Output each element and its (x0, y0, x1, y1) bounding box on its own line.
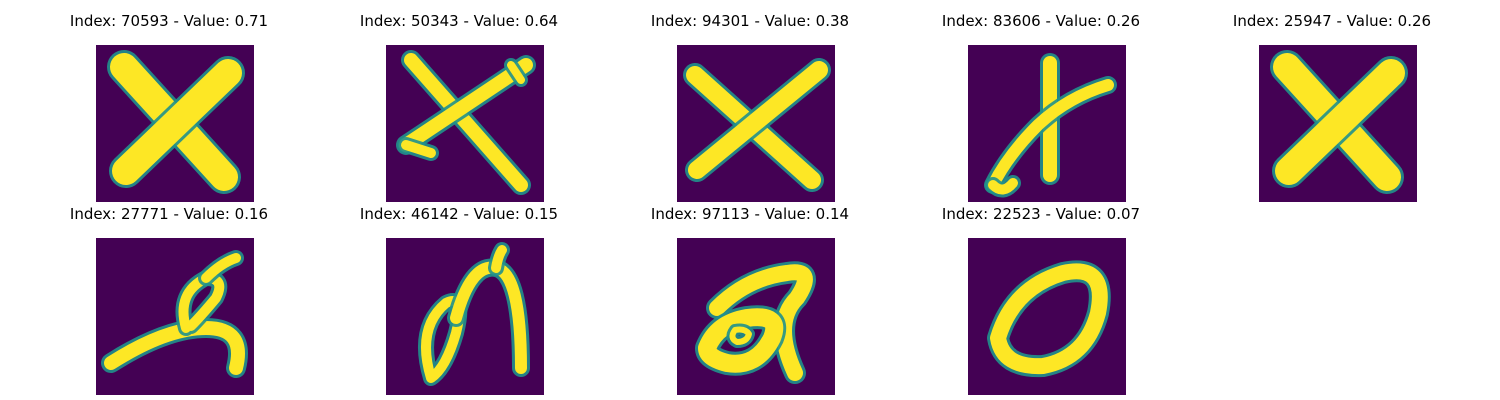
panel-title: Index: 25947 - Value: 0.26 (1187, 10, 1477, 32)
sample-image (96, 238, 254, 395)
sample-image (386, 45, 544, 202)
sample-image (1259, 45, 1417, 202)
panel-title: Index: 27771 - Value: 0.16 (24, 203, 314, 225)
sample-image (968, 238, 1126, 395)
sample-image (677, 238, 835, 395)
image-panel: Index: 94301 - Value: 0.38 (605, 10, 895, 200)
image-panel: Index: 50343 - Value: 0.64 (314, 10, 604, 200)
panel-title: Index: 94301 - Value: 0.38 (605, 10, 895, 32)
sample-image (677, 45, 835, 202)
image-panel: Index: 25947 - Value: 0.26 (1187, 10, 1477, 200)
image-panel: Index: 97113 - Value: 0.14 (605, 203, 895, 393)
image-panel: Index: 46142 - Value: 0.15 (314, 203, 604, 393)
sample-image (386, 238, 544, 395)
image-panel: Index: 70593 - Value: 0.71 (24, 10, 314, 200)
panel-title: Index: 70593 - Value: 0.71 (24, 10, 314, 32)
panel-title: Index: 50343 - Value: 0.64 (314, 10, 604, 32)
image-panel: Index: 83606 - Value: 0.26 (896, 10, 1186, 200)
sample-image (968, 45, 1126, 202)
panel-title: Index: 22523 - Value: 0.07 (896, 203, 1186, 225)
sample-image (96, 45, 254, 202)
image-panel: Index: 27771 - Value: 0.16 (24, 203, 314, 393)
panel-title: Index: 97113 - Value: 0.14 (605, 203, 895, 225)
image-panel: Index: 22523 - Value: 0.07 (896, 203, 1186, 393)
panel-title: Index: 83606 - Value: 0.26 (896, 10, 1186, 32)
panel-title: Index: 46142 - Value: 0.15 (314, 203, 604, 225)
